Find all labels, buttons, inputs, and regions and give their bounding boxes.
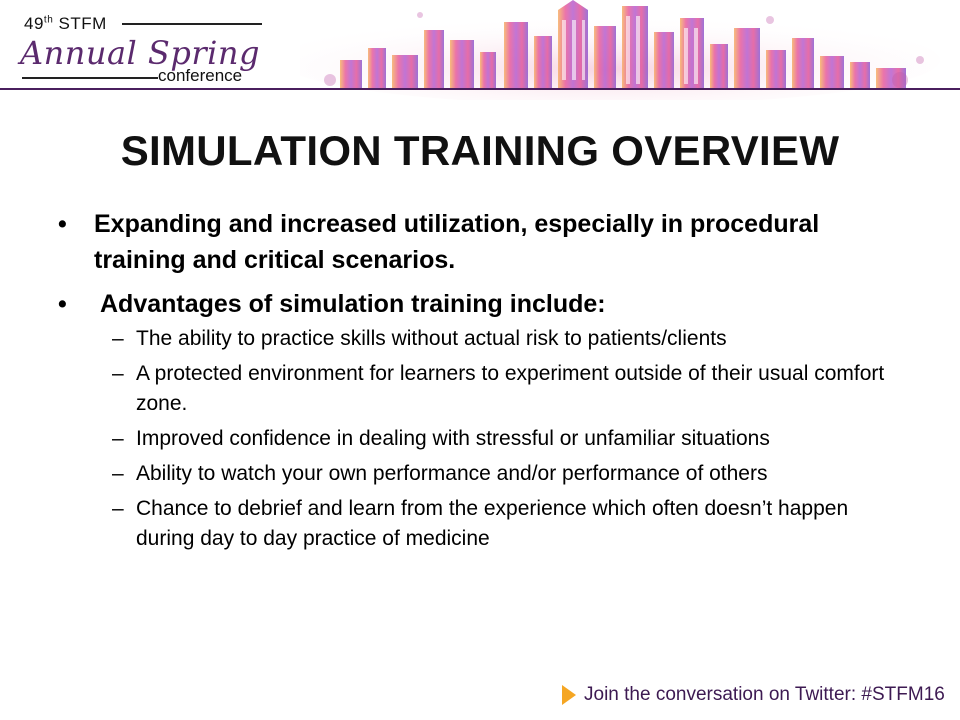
sub-bullet-text: Improved confidence in dealing with stre… <box>136 427 770 450</box>
twitter-footer: Join the conversation on Twitter: #STFM1… <box>562 684 945 706</box>
sub-bullet-dash: – <box>112 497 124 520</box>
header-rule <box>0 88 960 90</box>
bullet-text: Advantages of simulation training includ… <box>100 290 606 318</box>
sub-bullet-item: – Improved confidence in dealing with st… <box>112 424 898 454</box>
sub-bullet-dash: – <box>112 462 124 485</box>
bullet-dot: • <box>58 290 67 318</box>
conference-logo: 49th STFM Annual Spring conference <box>14 6 264 88</box>
bullet-item: • Expanding and increased utilization, e… <box>58 206 898 278</box>
sub-bullet-item: – Ability to watch your own performance … <box>112 459 898 489</box>
logo-divider-top <box>122 23 262 25</box>
slide-title: SIMULATION TRAINING OVERVIEW <box>120 127 840 174</box>
sub-bullet-dash: – <box>112 362 124 385</box>
sub-bullet-dash: – <box>112 327 124 350</box>
sub-bullet-dash: – <box>112 427 124 450</box>
sub-bullet-text: Chance to debrief and learn from the exp… <box>136 497 849 550</box>
sub-bullet-text: The ability to practice skills without a… <box>136 327 727 350</box>
city-skyline-illustration <box>300 0 940 100</box>
header-banner: 49th STFM Annual Spring conference <box>0 0 960 100</box>
sub-bullet-item: – The ability to practice skills without… <box>112 324 898 354</box>
bullet-dot: • <box>58 210 67 238</box>
sub-bullet-item: – A protected environment for learners t… <box>112 359 898 419</box>
sub-bullet-text: A protected environment for learners to … <box>136 362 885 415</box>
logo-subtitle: conference <box>158 66 243 85</box>
slide-content: • Expanding and increased utilization, e… <box>58 206 898 559</box>
bullet-text: Expanding and increased utilization, esp… <box>94 210 820 274</box>
play-arrow-icon <box>562 685 576 705</box>
logo-name: Annual Spring <box>20 34 260 72</box>
logo-divider-bottom <box>22 77 158 79</box>
bullet-item: • Advantages of simulation training incl… <box>58 286 898 322</box>
footer-text: Join the conversation on Twitter: #STFM1… <box>584 684 945 705</box>
sub-bullet-text: Ability to watch your own performance an… <box>136 462 768 485</box>
logo-edition: 49th STFM <box>24 14 107 33</box>
sub-bullet-item: – Chance to debrief and learn from the e… <box>112 494 898 554</box>
